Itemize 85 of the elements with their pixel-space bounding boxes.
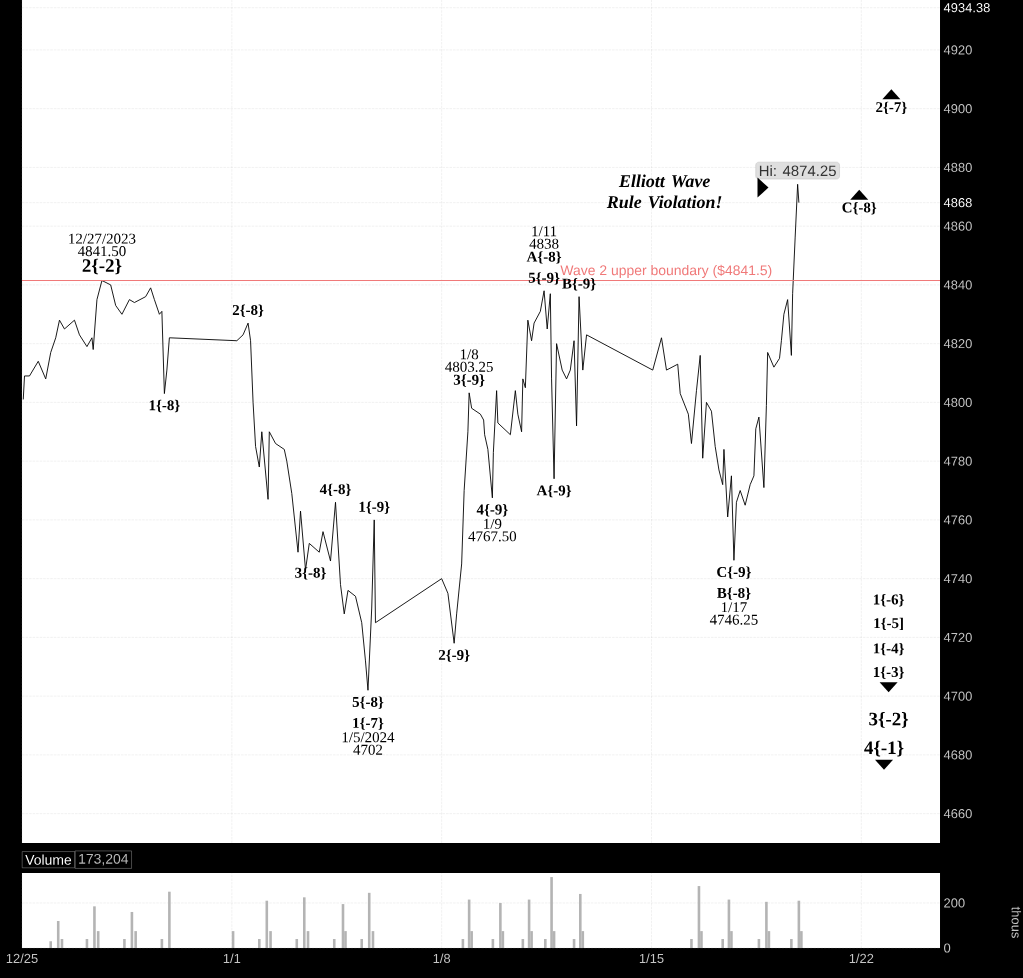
- annotation: 2{-7}: [876, 101, 907, 115]
- annotation: B{-8}: [717, 587, 751, 600]
- annotation: 1/11: [532, 226, 557, 237]
- bar: [550, 877, 553, 948]
- annotation: 4{-1}: [864, 740, 904, 757]
- y-tick-label: 4920: [943, 45, 972, 55]
- annotation: C{-9}: [717, 566, 751, 579]
- annotation: 3{-8}: [295, 567, 326, 580]
- annotation: 1{-9}: [359, 501, 390, 514]
- annotation: 1{-5]: [874, 617, 903, 631]
- bar: [544, 938, 547, 948]
- annotation: 3{-9}: [453, 374, 485, 387]
- bar: [93, 906, 96, 948]
- y-tick-label: 4700: [943, 691, 972, 701]
- annotation: 4803.25: [445, 361, 493, 372]
- bar: [56, 920, 60, 948]
- bar: [790, 938, 793, 948]
- annotation: 1{-7}: [353, 717, 384, 730]
- annotation: 1{-4}: [873, 642, 904, 656]
- bar: [332, 938, 336, 948]
- x-tick-label: 1/8: [433, 953, 451, 964]
- y-tick-label: 4800: [943, 397, 972, 407]
- bar: [579, 893, 582, 948]
- bar: [721, 938, 724, 948]
- annotation: 1{-6}: [873, 594, 904, 607]
- x-tick-label: 1/22: [849, 953, 874, 964]
- x-tick-label: 1/1: [223, 953, 241, 964]
- x-tick-label: 1/15: [639, 953, 664, 964]
- bar: [360, 938, 364, 948]
- y-tick-label: 4820: [943, 339, 972, 349]
- annotation: 1/5/2024: [342, 732, 395, 743]
- y-tick-label: 4840: [943, 280, 972, 290]
- y-tick-label: 4760: [943, 515, 972, 525]
- y-tick-label: 4934.38: [943, 3, 990, 13]
- y-tick-label: 4868: [943, 198, 972, 208]
- y-tick-label: 4660: [943, 809, 972, 819]
- annotation: 5{-9}: [528, 272, 560, 285]
- annotation: 2{-9}: [438, 649, 470, 662]
- annotation: 2{-8}: [232, 304, 264, 317]
- annotation: 1{-8}: [149, 399, 180, 413]
- ref-line-label: Wave 2 upper boundary ($4841.5): [560, 264, 772, 278]
- annotation: 4{-8}: [319, 483, 351, 497]
- annotation: 4838: [529, 238, 559, 249]
- y-tick-label: 200: [944, 898, 965, 908]
- annotation: 4746.25: [709, 614, 758, 625]
- bar: [295, 938, 299, 948]
- chart-subtitle: 173,204: [79, 853, 129, 866]
- x-tick-label: 12/25: [6, 953, 38, 964]
- annotation: Elliott Wave Rule Violation!: [606, 174, 722, 209]
- bar: [168, 891, 171, 948]
- annotation: 1/9: [484, 518, 502, 529]
- annotation: B{-9}: [562, 278, 596, 291]
- y-tick-label: 4900: [943, 104, 972, 114]
- bar: [765, 901, 768, 948]
- annotation: A{-9}: [536, 484, 572, 498]
- y-tick-label: 4740: [943, 574, 972, 584]
- y-tick-label: 4880: [943, 162, 972, 172]
- annotation: 1/8: [460, 349, 479, 360]
- annotation: 12/27/2023: [69, 233, 136, 244]
- annotation: Hi: 4874.25: [759, 165, 836, 177]
- bar: [367, 892, 371, 948]
- y-tick-label: 0: [944, 943, 951, 953]
- bar: [123, 938, 126, 948]
- bar: [258, 938, 261, 948]
- bar: [302, 897, 306, 948]
- bar: [49, 941, 53, 948]
- annotation: 2{-2}: [82, 258, 122, 275]
- bar: [690, 938, 693, 948]
- annotation: 4{-9}: [476, 504, 508, 517]
- annotation: 4841.50: [77, 246, 126, 257]
- annotation: 5{-8}: [352, 696, 384, 709]
- y-tick-label: 4780: [943, 456, 972, 466]
- annotation: 1{-3}: [873, 666, 904, 679]
- annotation: 4767.50: [468, 531, 517, 542]
- annotation: 3{-2}: [869, 712, 909, 728]
- annotation: 1/17: [721, 602, 747, 613]
- annotation: 4702: [353, 744, 383, 755]
- y-tick-label: 4720: [943, 632, 972, 642]
- y-tick-label: 4680: [943, 750, 972, 760]
- annotation: C{-8}: [842, 202, 877, 215]
- bar: [499, 902, 502, 948]
- y-axis-title: thous: [1011, 906, 1022, 938]
- annotation: A{-8}: [526, 251, 562, 264]
- y-tick-label: 4860: [943, 221, 972, 231]
- chart-title: Volume: [25, 854, 72, 865]
